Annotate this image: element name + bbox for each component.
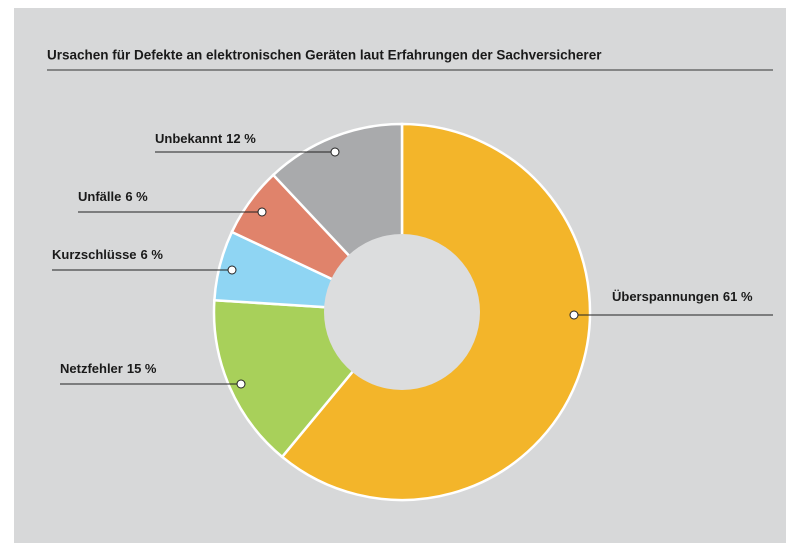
value-label: 61 % [723,289,753,304]
slice-label: Überspannungen 61 % [612,289,753,304]
labels: Überspannungen 61 % Netzfehler 15 % Kurzschl… [52,131,773,389]
value-label: 6 % [141,247,164,262]
slice-label: Netzfehler 15 % [60,361,157,376]
leader-dot [236,379,246,389]
leader-dot [569,310,579,320]
slice-label: Unfälle 6 % [78,189,148,204]
category-label: Überspannungen [612,289,719,304]
donut-hole [324,234,480,390]
category-label: Unbekannt [155,131,223,146]
slice-label: Kurzschlüsse 6 % [52,247,163,262]
leader-dot [257,207,267,217]
category-label: Unfälle [78,189,121,204]
leader-dot [330,147,340,157]
value-label: 15 % [127,361,157,376]
chart-title: Ursachen für Defekte an elektronischen G… [47,48,602,63]
slice-label: Unbekannt 12 % [155,131,256,146]
category-label: Netzfehler [60,361,123,376]
category-label: Kurzschlüsse [52,247,137,262]
leader-dot [227,265,237,275]
value-label: 6 % [125,189,148,204]
value-label: 12 % [226,131,256,146]
